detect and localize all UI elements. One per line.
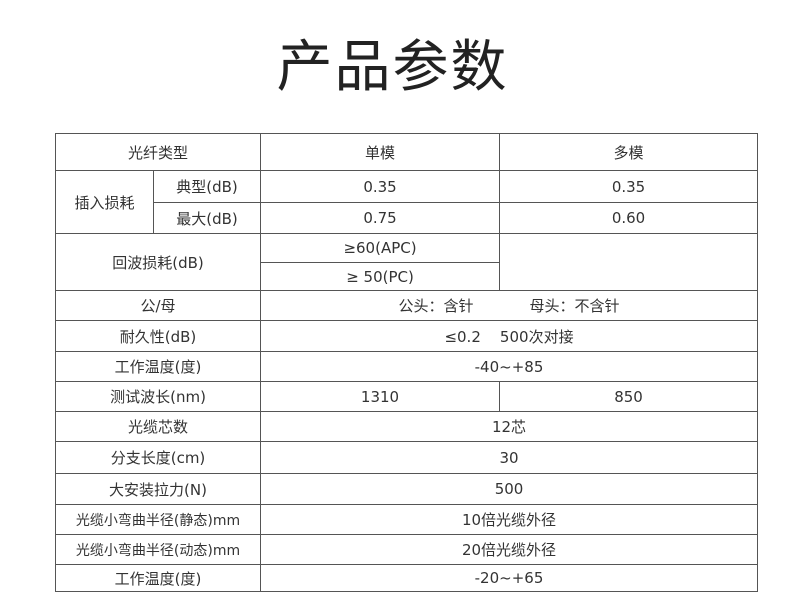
table-row: 大安装拉力(N) 500 — [54, 473, 759, 505]
wavelength-label: 测试波长(nm) — [54, 381, 262, 412]
product-spec-table: 光纤类型 单模 多模 插入损耗 典型(dB) 0.35 0.35 最大(dB) … — [54, 133, 759, 592]
table-row: 插入损耗 典型(dB) 0.35 0.35 — [55, 170, 759, 234]
table-row: ≥ 50(PC) — [56, 262, 758, 291]
bend-static-label: 光缆小弯曲半径(静态)mm — [54, 504, 262, 535]
durability-value: ≤0.2 500次对接 — [260, 320, 759, 352]
table-row: 回波损耗(dB) ≥60(APC) — [54, 233, 759, 291]
male-value: 公头：含针 — [398, 297, 474, 315]
temp2-value: -20~+65 — [260, 564, 759, 592]
bend-static-value: 10倍光缆外径 — [260, 504, 759, 535]
temp1-label: 工作温度(度) — [54, 351, 262, 382]
table-row: 测试波长(nm) 1310 850 — [54, 381, 759, 412]
page-title: 产品参数 — [276, 35, 509, 100]
cores-value: 12芯 — [260, 411, 759, 442]
max-single: 0.75 — [260, 202, 501, 234]
temp1-value: -40~+85 — [260, 351, 759, 382]
table-row: 光缆小弯曲半径(静态)mm 10倍光缆外径 — [54, 504, 759, 535]
durability-label: 耐久性(dB) — [54, 320, 262, 352]
multi-mode-header: 多模 — [499, 133, 759, 171]
return-loss-pc: ≥ 50(PC) — [260, 262, 501, 291]
temp2-label: 工作温度(度) — [54, 564, 262, 592]
single-mode-header: 单模 — [260, 133, 501, 171]
table-row: 公/母 公头：含针 母头：不含针 — [54, 290, 759, 321]
max-label: 最大(dB) — [152, 202, 262, 234]
typical-label: 典型(dB) — [152, 170, 262, 203]
return-loss-label: 回波损耗(dB) — [54, 233, 262, 291]
fiber-type-label: 光纤类型 — [54, 133, 262, 171]
table-row: 最大(dB) 0.75 0.60 — [56, 202, 759, 234]
table-row: 分支长度(cm) 30 — [54, 441, 759, 474]
branch-length-value: 30 — [260, 441, 759, 474]
max-multi: 0.60 — [499, 202, 759, 234]
tension-value: 500 — [260, 473, 759, 505]
wavelength-multi: 850 — [499, 381, 759, 412]
bend-dynamic-label: 光缆小弯曲半径(动态)mm — [54, 534, 262, 565]
table-row: 工作温度(度) -40~+85 — [54, 351, 759, 382]
table-row: 光纤类型 单模 多模 — [54, 133, 759, 171]
female-value: 母头：不含针 — [529, 297, 620, 315]
gender-value: 公头：含针 母头：不含针 — [260, 290, 759, 321]
cores-label: 光缆芯数 — [54, 411, 262, 442]
insertion-loss-label: 插入损耗 — [55, 170, 154, 234]
typical-single: 0.35 — [260, 170, 501, 203]
table-row: 耐久性(dB) ≤0.2 500次对接 — [54, 320, 759, 352]
bend-dynamic-value: 20倍光缆外径 — [260, 534, 759, 565]
return-loss-apc: ≥60(APC) — [260, 233, 501, 263]
table-row: 光缆芯数 12芯 — [54, 411, 759, 442]
tension-label: 大安装拉力(N) — [54, 473, 262, 505]
table-row: 工作温度(度) -20~+65 — [54, 564, 759, 592]
typical-multi: 0.35 — [499, 170, 759, 203]
return-loss-multi-empty — [499, 233, 759, 291]
gender-label: 公/母 — [54, 290, 262, 321]
wavelength-single: 1310 — [260, 381, 501, 412]
branch-length-label: 分支长度(cm) — [54, 441, 262, 474]
table-row: 光缆小弯曲半径(动态)mm 20倍光缆外径 — [54, 534, 759, 565]
